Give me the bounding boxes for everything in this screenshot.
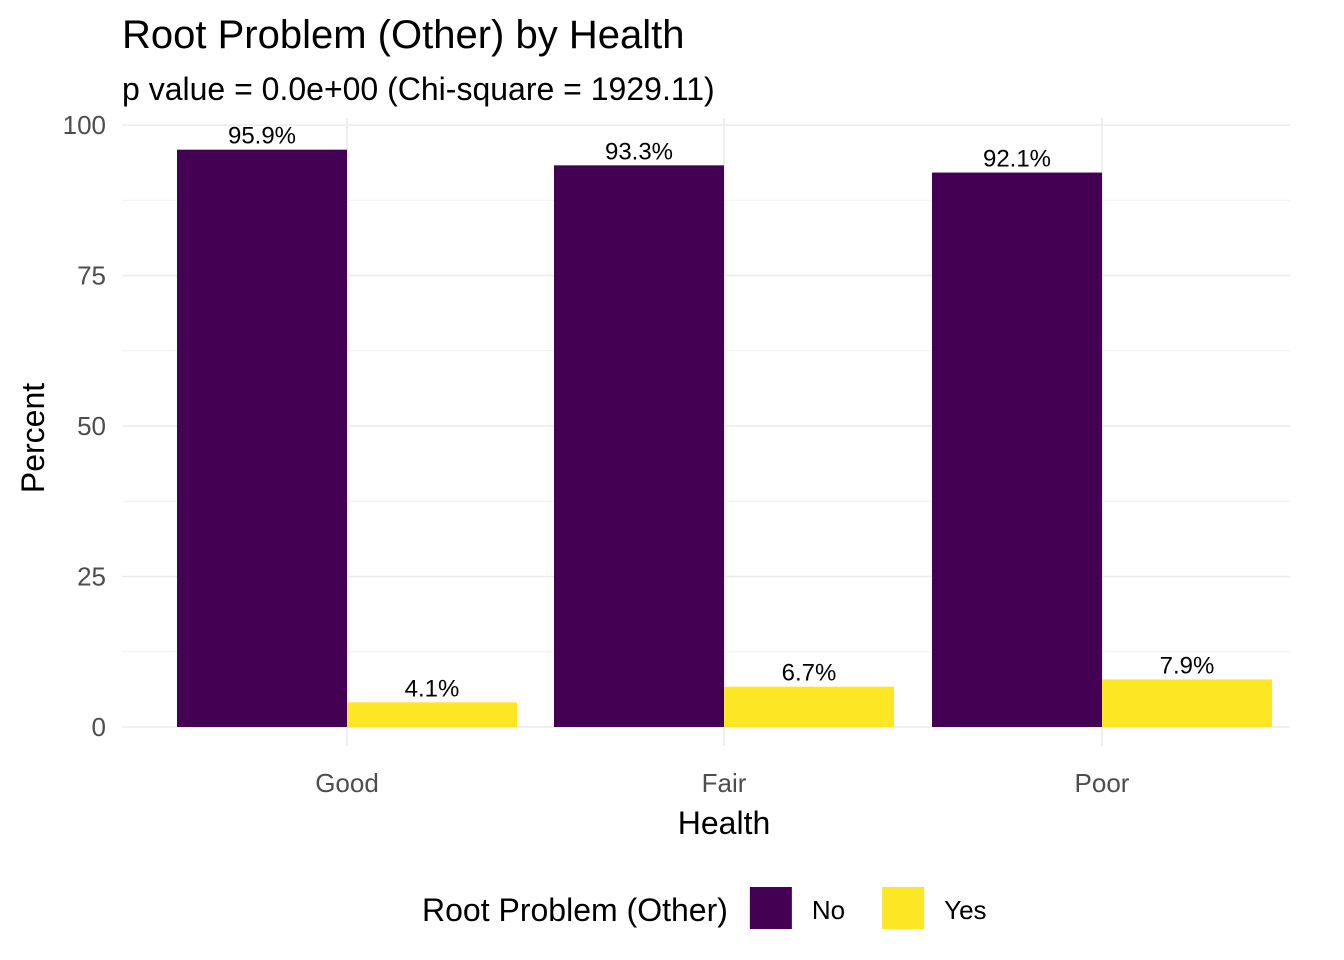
data-label: 7.9%	[1160, 652, 1215, 679]
bar-yes-good	[347, 702, 517, 727]
y-tick-label: 0	[92, 712, 106, 742]
x-axis-title: Health	[678, 805, 771, 841]
legend: Root Problem (Other) No Yes	[422, 887, 987, 929]
y-tick-label: 25	[77, 562, 106, 592]
x-axis-ticks: Good Fair Poor	[315, 768, 1130, 798]
bar-yes-fair	[724, 686, 894, 727]
y-tick-label: 100	[63, 110, 106, 140]
legend-label: No	[812, 895, 845, 925]
data-label: 95.9%	[228, 123, 296, 150]
chart-subtitle: p value = 0.0e+00 (Chi-square = 1929.11)	[122, 71, 715, 107]
y-axis-ticks: 0 25 50 75 100	[63, 110, 106, 742]
data-label: 6.7%	[782, 660, 837, 687]
x-tick-label: Poor	[1075, 768, 1130, 798]
bar-no-good	[177, 149, 347, 727]
chart-title: Root Problem (Other) by Health	[122, 13, 684, 57]
bars	[177, 149, 1272, 728]
y-axis-title: Percent	[15, 383, 51, 493]
bar-no-fair	[554, 165, 724, 728]
legend-title: Root Problem (Other)	[422, 892, 728, 928]
bar-yes-poor	[1102, 679, 1272, 727]
data-label: 92.1%	[983, 146, 1051, 173]
data-label: 93.3%	[605, 138, 673, 165]
y-tick-label: 50	[77, 411, 106, 441]
x-tick-label: Fair	[702, 768, 747, 798]
x-tick-label: Good	[315, 768, 379, 798]
data-labels: 95.9% 93.3% 92.1% 4.1% 6.7% 7.9%	[228, 123, 1214, 703]
legend-key-no	[749, 887, 792, 929]
data-label: 4.1%	[405, 675, 460, 702]
legend-label: Yes	[944, 895, 986, 925]
bar-no-poor	[932, 172, 1102, 728]
y-tick-label: 75	[77, 261, 106, 291]
legend-key-yes	[882, 887, 925, 929]
